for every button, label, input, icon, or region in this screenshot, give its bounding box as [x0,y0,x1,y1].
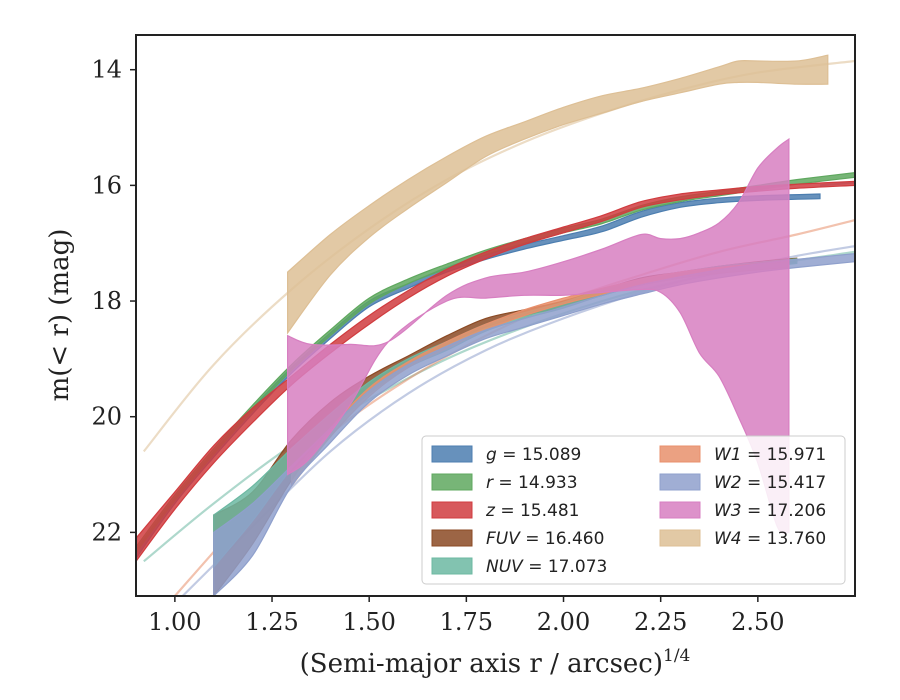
legend-swatch [659,445,701,463]
legend: g = 15.089 r = 14.933 z = 15.481 FUV = 16.4… [421,435,846,585]
legend-item-nuv: NUV = 17.073 [431,557,607,577]
y-tick-label: 14 [91,56,122,84]
legend-item-fuv: FUV = 16.460 [431,529,604,549]
plot-frame [135,34,856,597]
legend-item-r: r = 14.933 [431,473,578,493]
legend-label: W4 = 13.760 [714,529,826,549]
x-axis-label-exponent: 1/4 [663,646,690,666]
legend-item-w4: W4 = 13.760 [659,529,826,549]
x-axis-label: (Semi-major axis r / arcsec)1/4 [300,646,691,679]
y-axis-label: m(< r) (mag) [45,229,75,402]
y-tick-label: 18 [91,287,122,315]
legend-frame [421,435,846,585]
y-tick-label: 16 [91,171,122,199]
x-tick-label: 2.00 [537,608,590,636]
data-bands [136,54,855,596]
legend-label: NUV = 17.073 [486,557,607,577]
legend-label: FUV = 16.460 [486,529,604,549]
x-tick-label: 1.75 [440,608,493,636]
legend-swatch [659,501,701,519]
legend-label: W3 = 17.206 [714,501,826,521]
legend-label: r = 14.933 [486,473,578,493]
legend-label: g = 15.089 [486,445,581,465]
legend-swatch [431,473,473,491]
x-tick-label: 1.25 [245,608,298,636]
y-tick-label: 20 [91,403,122,431]
legend-item-z: z = 15.481 [431,501,579,521]
x-tick-label: 1.00 [148,608,201,636]
legend-label: W1 = 15.971 [714,445,826,465]
legend-item-w2: W2 = 15.417 [659,473,826,493]
legend-swatch [659,473,701,491]
x-tick-label: 1.50 [342,608,395,636]
legend-item-w1: W1 = 15.971 [659,445,826,465]
y-tick-label: 22 [91,518,122,546]
legend-label: W2 = 15.417 [714,473,826,493]
legend-label: z = 15.481 [485,501,579,521]
x-axis-ticks: 1.00 1.25 1.50 1.75 2.00 2.25 2.50 [148,596,785,636]
legend-item-g: g = 15.089 [431,445,581,465]
x-tick-label: 2.50 [731,608,784,636]
band-w4 [287,54,829,335]
legend-item-w3: W3 = 17.206 [659,501,826,521]
legend-swatch [659,529,701,547]
x-tick-label: 2.25 [634,608,687,636]
legend-swatch [431,501,473,519]
legend-swatch [431,529,473,547]
legend-swatch [431,445,473,463]
y-axis-ticks: 14 16 18 20 22 [91,56,136,546]
legend-swatch [431,557,473,575]
